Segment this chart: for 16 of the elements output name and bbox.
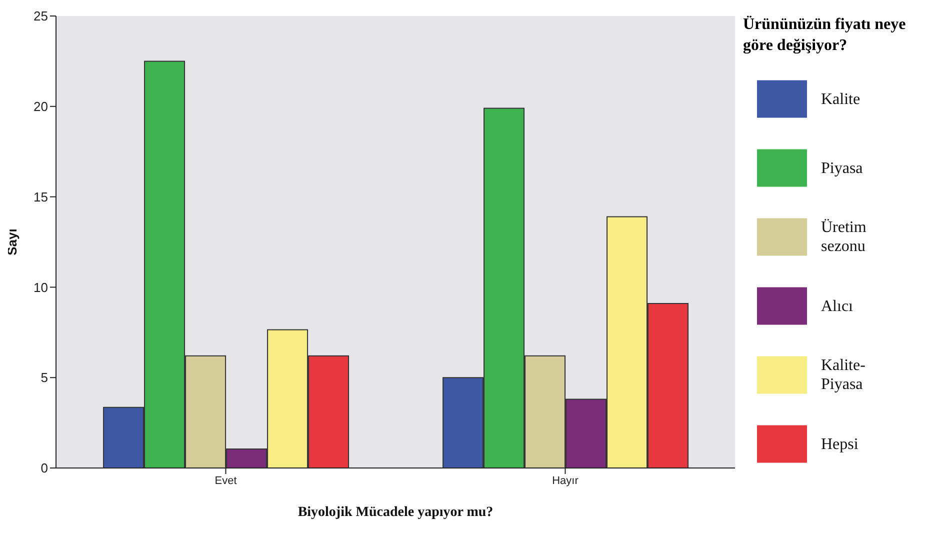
legend-label: Alıcı (821, 296, 854, 316)
y-tick-label: 10 (34, 280, 48, 295)
y-tick-label: 5 (40, 370, 48, 386)
y-tick-label: 20 (34, 99, 48, 114)
x-tick-label: Evet (214, 474, 237, 487)
legend-label: Üretim sezonu (821, 218, 868, 256)
y-tick-label: 25 (34, 8, 48, 24)
x-axis-title: Biyolojik Mücadele yapıyor mu? (298, 505, 494, 520)
legend-label: Piyasa (821, 158, 864, 178)
x-tick-label: Hayır (552, 474, 579, 487)
y-tick-label: 15 (34, 189, 48, 204)
legend-title: Ürününüzün fiyatı neye göre değişiyor? (743, 14, 907, 56)
legend-label: Hepsi (821, 434, 860, 454)
legend-label: Kalite (821, 90, 862, 108)
legend-label: Kalite-Piyasa (821, 356, 866, 394)
y-tick-label: 0 (40, 460, 48, 476)
